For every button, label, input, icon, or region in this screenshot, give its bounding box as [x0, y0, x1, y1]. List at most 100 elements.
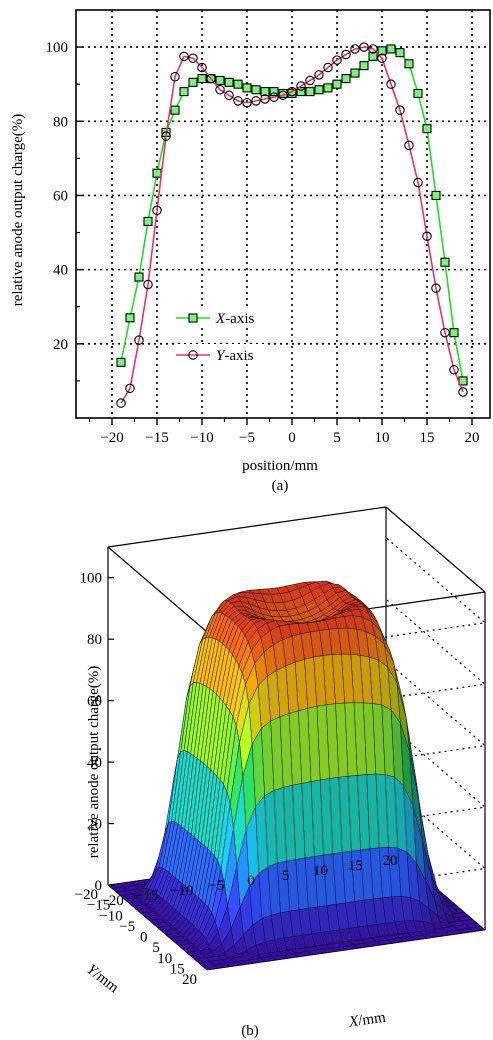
z-axis-label: relative anode output charge(%) — [86, 666, 102, 859]
data-point-y — [179, 51, 189, 62]
data-point-x — [170, 105, 180, 115]
box-edge — [107, 546, 208, 633]
x-tick-label-3d: 5 — [282, 868, 290, 884]
x-tick-label: −10 — [190, 430, 213, 446]
data-point-y — [251, 96, 261, 106]
data-point-y — [458, 387, 468, 397]
x-tick-label-3d: −5 — [208, 878, 224, 894]
data-point-x — [188, 77, 198, 87]
wall-grid-line — [206, 660, 487, 787]
data-point-y — [197, 62, 207, 73]
data-point-y — [170, 72, 180, 82]
data-point-y — [116, 398, 126, 408]
data-point-y — [404, 140, 414, 151]
data-point-x — [269, 87, 279, 97]
data-point-y — [125, 383, 135, 394]
data-point-y — [413, 177, 423, 188]
legend-label: X-axis — [215, 311, 254, 327]
x-axis-label-3d: X/mm — [347, 1010, 387, 1031]
data-point-x — [296, 87, 306, 97]
legend-bg — [174, 344, 264, 364]
data-point-x — [215, 75, 225, 86]
x-tick-label: −20 — [100, 430, 123, 446]
data-point-x — [368, 51, 378, 61]
z-tick-label: 0 — [95, 878, 103, 894]
z-tick-label: 60 — [87, 694, 102, 710]
legend-label: Y-axis — [216, 348, 254, 364]
data-point-x — [305, 87, 315, 97]
box-edge — [385, 506, 486, 593]
data-point-y — [305, 75, 315, 86]
y-tick-label-3d: 0 — [140, 930, 148, 946]
data-point-y — [377, 53, 387, 63]
data-point-y — [242, 97, 252, 108]
x-tick-label-3d: −15 — [135, 888, 158, 904]
x-ticks: −20 −15 −10 −5 0 5 10 15 20 — [88, 418, 480, 446]
panel-label-b: (b) — [241, 1023, 259, 1039]
data-point-x — [350, 68, 360, 78]
x-tick-label: 5 — [333, 430, 341, 446]
y-tick-label: 40 — [53, 263, 68, 279]
data-point-y — [287, 86, 297, 97]
x-tick-label-3d: 15 — [348, 858, 363, 874]
data-point-x — [143, 216, 153, 226]
y-tick-label-3d: −10 — [99, 908, 122, 924]
z-tick-label: 40 — [87, 755, 102, 771]
x-tick-label-3d: 20 — [383, 853, 398, 869]
data-point-y — [215, 84, 225, 95]
data-point-y — [188, 53, 198, 63]
x-axis-label: position/mm — [242, 458, 318, 474]
data-point-y — [152, 205, 162, 216]
floor-grid-line — [202, 926, 481, 967]
y-tick-label: 20 — [53, 337, 68, 353]
y-tick-label-3d: −15 — [87, 898, 110, 914]
x-tick-label: 15 — [420, 430, 435, 446]
panel-label-a: (a) — [272, 478, 289, 494]
floor-grid-line — [206, 929, 486, 971]
data-point-x — [332, 79, 342, 89]
data-point-y — [314, 70, 324, 80]
x-tick-label: 0 — [288, 430, 296, 446]
legend-marker — [188, 350, 198, 360]
x-tick-label-3d: −20 — [100, 893, 123, 909]
data-point-x — [341, 74, 351, 84]
y-tick-label-3d: −20 — [75, 887, 98, 903]
chart-a: −20 −15 −10 −5 0 5 10 15 20 20 40 60 80 100 X-axis Y-… — [10, 9, 491, 494]
data-point-x — [359, 61, 369, 71]
data-point-x — [197, 74, 207, 84]
data-point-x — [449, 328, 459, 338]
plot-border — [75, 9, 491, 419]
data-point-y — [269, 92, 279, 102]
box-edge — [107, 506, 387, 548]
data-point-x — [152, 168, 162, 178]
data-point-y — [332, 55, 342, 65]
data-point-x — [242, 83, 252, 93]
series-line-y — [120, 46, 464, 404]
data-point-y — [323, 62, 333, 73]
data-point-x — [134, 272, 144, 282]
data-point-y — [224, 90, 234, 101]
y-axis-label: relative anode output charge(%) — [10, 114, 26, 307]
data-point-x — [233, 79, 243, 89]
x-tick-label: 20 — [465, 430, 480, 446]
data-point-x — [179, 87, 189, 97]
data-point-y — [134, 335, 144, 345]
x-tick-label: −5 — [239, 430, 255, 446]
z-tick-label: 80 — [87, 632, 102, 648]
data-point-y — [359, 42, 369, 52]
data-point-x — [404, 59, 414, 69]
data-point-y — [260, 94, 270, 104]
data-point-x — [386, 44, 396, 54]
y-tick-label: 60 — [53, 188, 68, 204]
data-point-y — [368, 44, 378, 54]
data-point-y — [386, 79, 396, 89]
series-group — [116, 42, 468, 408]
data-point-x — [431, 190, 441, 201]
data-point-y — [206, 73, 216, 84]
z-tick-label: 100 — [80, 571, 103, 587]
surface-cell — [246, 944, 260, 958]
y-axis-label-3d: Y/mm — [83, 962, 121, 997]
data-point-y — [296, 81, 306, 91]
